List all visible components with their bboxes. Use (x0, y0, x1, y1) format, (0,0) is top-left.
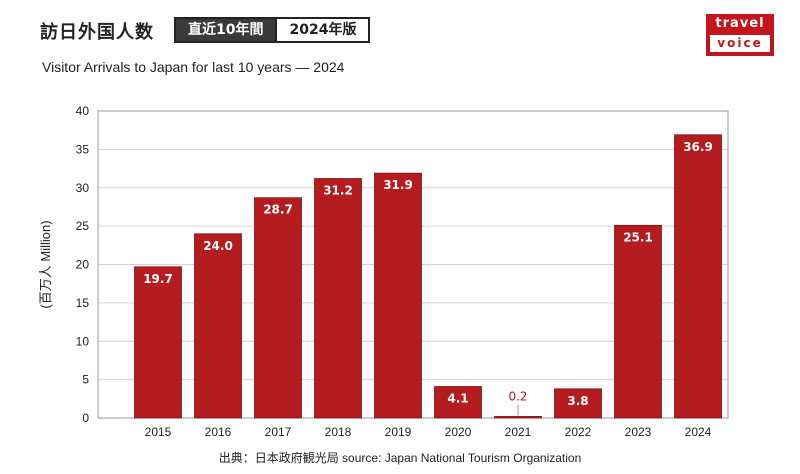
data-label: 31.9 (383, 178, 413, 192)
data-label: 3.8 (567, 394, 588, 408)
bar (134, 266, 182, 419)
data-label: 24.0 (203, 239, 233, 253)
x-tick-label: 2016 (205, 425, 232, 439)
y-tick-label: 5 (82, 373, 89, 387)
travel-voice-logo: travel voice (706, 14, 774, 56)
logo-line1: travel (715, 16, 765, 31)
data-label: 28.7 (263, 203, 293, 217)
x-tick-label: 2024 (685, 425, 712, 439)
data-label: 0.2 (508, 389, 527, 403)
edition-tag: 2024年版 (275, 19, 369, 41)
x-tick-label: 2020 (445, 425, 472, 439)
x-tick-label: 2017 (265, 425, 292, 439)
bar (254, 197, 302, 419)
logo-line2: voice (710, 35, 770, 52)
x-tick-label: 2021 (505, 425, 532, 439)
data-label: 36.9 (683, 140, 713, 154)
y-tick-label: 35 (76, 142, 90, 156)
bar (194, 233, 242, 419)
bar (314, 178, 362, 419)
y-axis-label: (百万人 Million) (38, 220, 53, 308)
bar (674, 134, 722, 419)
bar (374, 172, 422, 419)
chart-title: 訪日外国人数 (40, 22, 154, 43)
bar (614, 224, 662, 419)
tag-group: 直近10年間 2024年版 (174, 17, 371, 43)
bar (494, 416, 542, 419)
x-tick-label: 2022 (565, 425, 592, 439)
data-label: 19.7 (143, 272, 173, 286)
source-note: 出典：日本政府観光局 source: Japan National Touris… (218, 451, 582, 465)
y-tick-label: 15 (76, 296, 90, 310)
x-tick-label: 2019 (385, 425, 412, 439)
bar (434, 386, 482, 419)
chart-subtitle: Visitor Arrivals to Japan for last 10 ye… (42, 59, 345, 75)
bar (554, 388, 602, 419)
y-tick-label: 40 (76, 104, 90, 118)
y-tick-label: 25 (76, 219, 90, 233)
x-tick-label: 2023 (625, 425, 652, 439)
y-tick-label: 0 (82, 411, 89, 425)
y-tick-label: 20 (76, 258, 90, 272)
data-label: 25.1 (623, 230, 653, 244)
x-tick-label: 2015 (145, 425, 172, 439)
data-label: 4.1 (447, 392, 468, 406)
period-tag: 直近10年間 (176, 19, 276, 41)
x-tick-label: 2018 (325, 425, 352, 439)
data-label: 31.2 (323, 184, 353, 198)
y-tick-label: 10 (76, 334, 90, 348)
y-tick-label: 30 (76, 181, 90, 195)
